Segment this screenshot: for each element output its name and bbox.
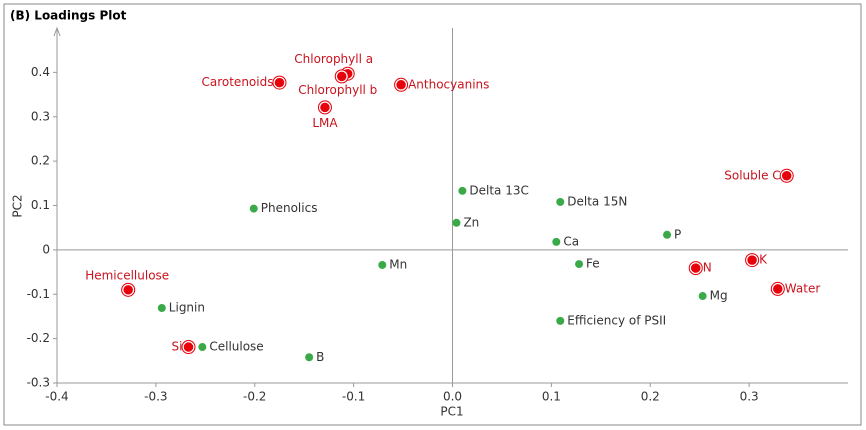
point-label: Mg bbox=[710, 289, 728, 303]
y-tick-label: 0.4 bbox=[31, 65, 50, 79]
point bbox=[780, 169, 793, 183]
x-tick-label: -0.4 bbox=[45, 390, 68, 404]
point bbox=[157, 304, 166, 313]
point-ring bbox=[334, 69, 349, 84]
point-label: Cellulose bbox=[209, 340, 263, 354]
point-label: Si bbox=[172, 340, 183, 354]
point-label: Ca bbox=[563, 234, 579, 248]
point bbox=[335, 70, 349, 83]
point-label: Soluble C bbox=[724, 168, 780, 182]
x-tick-label: 0.2 bbox=[641, 390, 660, 404]
point-label: Mn bbox=[389, 257, 407, 271]
point-ring bbox=[272, 75, 287, 90]
point bbox=[394, 78, 408, 92]
point-label: Delta 13C bbox=[469, 183, 528, 197]
x-tick-label: -0.1 bbox=[342, 390, 365, 404]
point-ring bbox=[779, 168, 794, 183]
point-label: N bbox=[703, 261, 712, 275]
x-tick-label: 0.1 bbox=[542, 390, 561, 404]
point bbox=[121, 283, 135, 297]
point-label: Phenolics bbox=[261, 201, 318, 215]
point bbox=[305, 353, 314, 362]
point-ring bbox=[317, 100, 332, 115]
point bbox=[698, 292, 707, 301]
y-tick-label: 0 bbox=[42, 242, 50, 256]
y-tick-label: -0.1 bbox=[27, 287, 50, 301]
point-label: Fe bbox=[586, 257, 600, 271]
x-tick-label: -0.3 bbox=[144, 390, 167, 404]
point-ring bbox=[688, 261, 703, 276]
point-ring bbox=[770, 281, 785, 296]
point-label: Chlorophyll b bbox=[298, 83, 377, 97]
point bbox=[273, 76, 286, 89]
point-ring bbox=[121, 282, 136, 297]
point bbox=[556, 316, 565, 325]
point bbox=[552, 237, 561, 246]
point bbox=[249, 204, 258, 213]
point-label: Chlorophyll a bbox=[294, 52, 373, 66]
point-label: Carotenoids bbox=[201, 75, 273, 89]
point-label: LMA bbox=[312, 116, 338, 130]
point-label: Anthocyanins bbox=[408, 77, 489, 91]
x-tick-label: 0.0 bbox=[443, 390, 462, 404]
point bbox=[745, 253, 759, 267]
point-label: Lignin bbox=[169, 301, 205, 315]
point-label: Hemicellulose bbox=[85, 268, 169, 282]
point bbox=[771, 282, 785, 296]
y-tick-label: -0.2 bbox=[27, 331, 50, 345]
point bbox=[556, 197, 565, 206]
point bbox=[182, 340, 195, 354]
panel-border bbox=[3, 3, 862, 426]
point bbox=[452, 218, 461, 227]
y-tick-label: 0.1 bbox=[31, 198, 50, 212]
point bbox=[663, 230, 672, 239]
chart-title: (B) Loadings Plot bbox=[10, 9, 127, 23]
point bbox=[318, 101, 332, 114]
point bbox=[575, 260, 584, 269]
point-label: Efficiency of PSII bbox=[567, 313, 666, 327]
point-label: Water bbox=[785, 281, 821, 295]
point-label: B bbox=[316, 350, 324, 364]
point bbox=[198, 343, 207, 352]
point bbox=[378, 260, 387, 269]
point bbox=[458, 186, 467, 195]
point-ring bbox=[745, 253, 760, 268]
x-tick-label: 0.3 bbox=[740, 390, 759, 404]
point-label: K bbox=[759, 253, 768, 267]
point-label: P bbox=[674, 227, 681, 241]
y-tick-label: 0.3 bbox=[31, 109, 50, 123]
point bbox=[689, 261, 702, 275]
point-ring bbox=[181, 340, 196, 355]
point-label: Delta 15N bbox=[567, 194, 627, 208]
x-axis-label: PC1 bbox=[440, 405, 463, 419]
y-axis-arrow bbox=[53, 26, 61, 37]
point-ring bbox=[394, 77, 409, 92]
y-tick-label: -0.3 bbox=[27, 376, 50, 390]
y-axis-label: PC2 bbox=[11, 194, 25, 217]
x-tick-label: -0.2 bbox=[243, 390, 266, 404]
point-label: Zn bbox=[463, 215, 479, 229]
y-tick-label: 0.2 bbox=[31, 154, 50, 168]
